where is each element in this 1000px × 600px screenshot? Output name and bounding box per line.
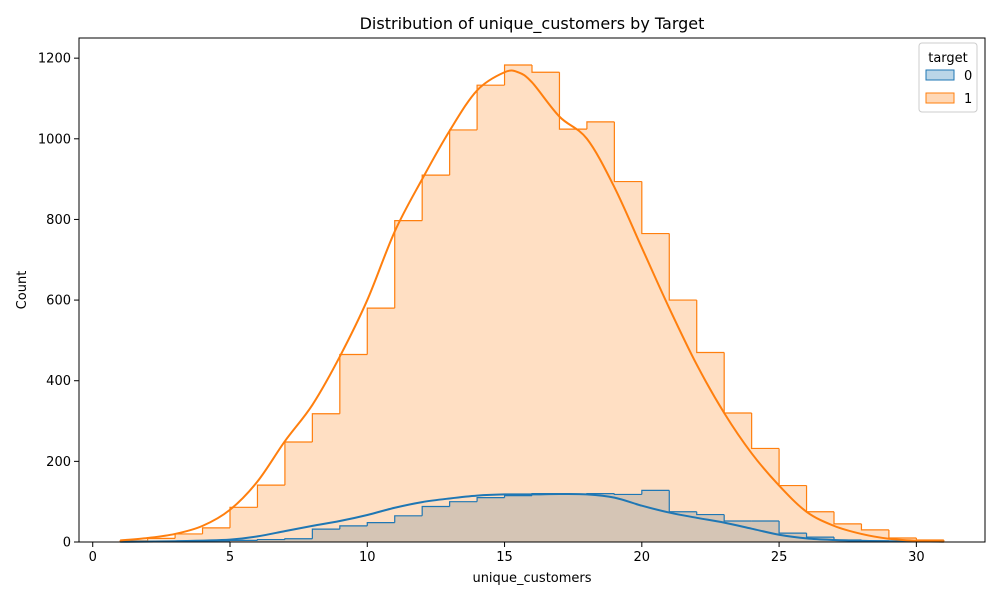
histogram-bar-series-1: [476, 84, 505, 130]
histogram-bar-series-1: [915, 537, 944, 541]
histogram-bar-series-1: [668, 233, 697, 301]
histogram-bar-series-1: [201, 527, 230, 534]
histogram-bar-series-1: [256, 484, 285, 508]
y-tick-label: 0: [63, 536, 71, 551]
histogram-bar-series-1: [421, 174, 450, 221]
histogram-bar-series-0: [256, 538, 285, 541]
histogram-bar-series-1: [860, 523, 889, 531]
histogram-bar-series-0: [476, 497, 505, 502]
x-tick-label: 10: [359, 550, 376, 565]
chart-title: Distribution of unique_customers by Targ…: [360, 14, 705, 34]
histogram-bar-series-1: [805, 485, 834, 513]
histogram-bar-series-1: [778, 448, 807, 487]
histogram-bar-series-1: [366, 307, 395, 355]
legend-swatch-1: [925, 92, 955, 104]
histogram-bar-series-1: [229, 506, 258, 528]
x-axis-label: unique_customers: [472, 571, 591, 586]
histogram-bar-series-1: [586, 121, 615, 130]
histogram-bar-series-1: [503, 64, 532, 86]
histogram-bar-series-0: [805, 533, 834, 538]
y-axis-label: Count: [15, 271, 30, 310]
histogram-bar-series-0: [339, 525, 368, 530]
y-tick-label: 600: [46, 294, 71, 309]
legend-swatch-0: [925, 69, 955, 81]
histogram-bar-series-0: [778, 521, 807, 534]
histogram-bar-series-0: [284, 538, 313, 540]
legend-title: target: [928, 51, 968, 66]
histogram-bar-series-1: [613, 121, 642, 183]
x-tick-label: 15: [496, 550, 513, 565]
histogram-bar-series-1: [888, 529, 917, 539]
histogram-bar-series-0: [366, 522, 395, 526]
histogram-bar-series-0: [449, 501, 478, 507]
y-tick-label: 400: [46, 374, 71, 389]
x-tick-label: 20: [634, 550, 651, 565]
histogram-bar-series-1: [394, 220, 423, 309]
histogram-bar-series-0: [394, 515, 423, 523]
x-tick-label: 5: [226, 550, 234, 565]
y-tick-label: 1200: [38, 52, 71, 67]
x-tick-label: 30: [908, 550, 925, 565]
histogram-bar-series-1: [833, 511, 862, 525]
histogram-bar-series-0: [421, 505, 450, 516]
legend-label-1: 1: [964, 92, 972, 107]
legend: target 0 1: [918, 42, 978, 113]
x-tick-label: 0: [89, 550, 97, 565]
histogram-bar-series-1: [723, 352, 752, 414]
histogram-bar-series-0: [613, 493, 642, 496]
y-tick-label: 1000: [38, 132, 71, 147]
kde-line-series-0: [120, 492, 944, 543]
histogram-bar-series-0: [723, 514, 752, 522]
legend-label-0: 0: [964, 69, 972, 84]
histogram-bar-series-0: [503, 495, 532, 498]
y-tick-label: 800: [46, 213, 71, 228]
x-tick-label: 25: [771, 550, 788, 565]
y-tick-label: 200: [46, 455, 71, 470]
histogram-bar-series-0: [641, 489, 670, 495]
histogram-bar-series-0: [696, 511, 725, 516]
histogram-bar-series-1: [641, 181, 670, 235]
histogram-bar-series-1: [751, 412, 780, 450]
kde-line-series-1: [120, 69, 944, 543]
plot-frame: [78, 37, 986, 543]
plot-area: [119, 64, 945, 543]
histogram-fill-series-1: [120, 65, 944, 542]
histogram-bar-series-1: [311, 413, 340, 443]
histogram-bar-series-1: [531, 65, 560, 73]
histogram-bar-series-0: [311, 528, 340, 539]
legend-frame: [918, 42, 978, 113]
histogram-bar-series-1: [696, 300, 725, 354]
